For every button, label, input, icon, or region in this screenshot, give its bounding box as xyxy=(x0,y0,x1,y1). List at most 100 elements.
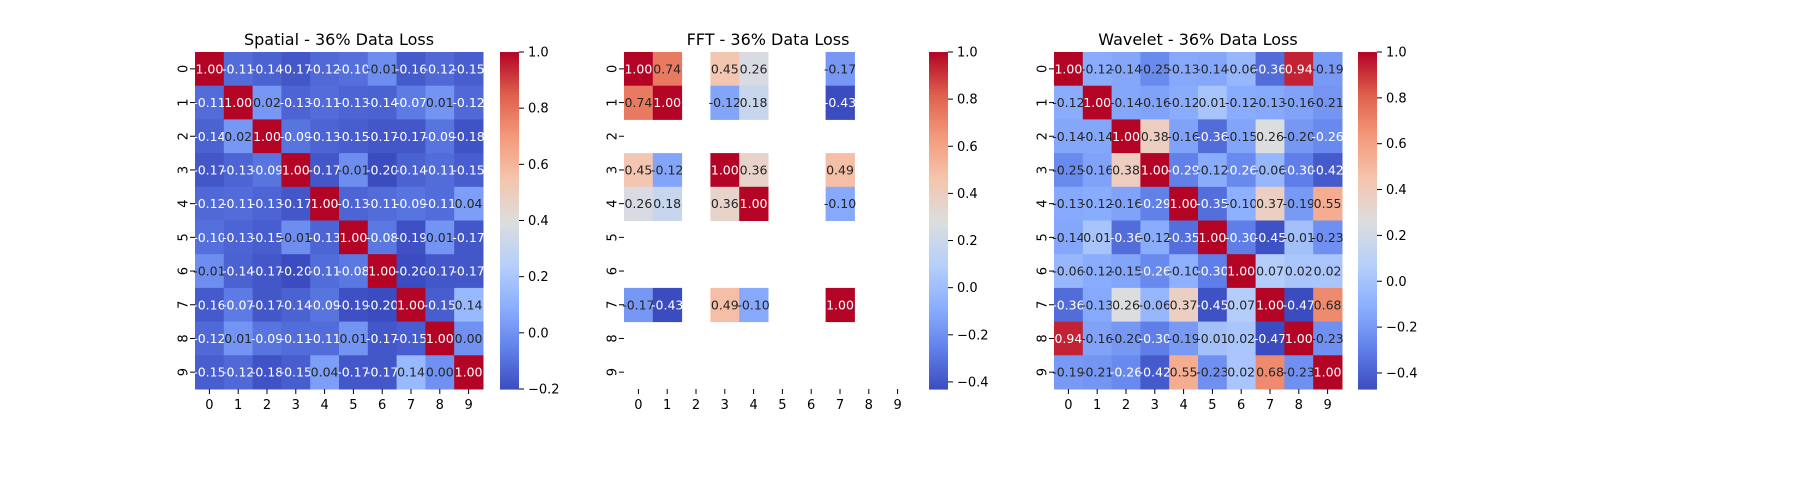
colorbar-segment xyxy=(1358,133,1377,137)
heatmap-cell xyxy=(396,220,426,255)
colorbar-segment xyxy=(500,282,519,286)
cell-value-label: 0.26 xyxy=(624,196,652,211)
colorbar-segment xyxy=(929,153,948,157)
cell-value-label: -0.09 xyxy=(251,162,283,177)
colorbar-segment xyxy=(929,226,948,230)
heatmap-cell xyxy=(223,220,254,255)
colorbar-segment xyxy=(1358,183,1377,188)
colorbar-segment xyxy=(1358,153,1377,157)
colorbar-segment xyxy=(500,290,519,295)
colorbar-segment xyxy=(929,338,948,342)
colorbar-segment xyxy=(1358,355,1377,359)
colorbar-segment xyxy=(500,54,519,59)
heatmap-cell xyxy=(1255,153,1285,188)
heatmap-cell xyxy=(310,355,340,390)
colorbar-segment xyxy=(1358,186,1377,191)
cell-value-label: 0.26 xyxy=(1256,129,1284,144)
colorbar-segment xyxy=(500,130,519,135)
colorbar-segment xyxy=(500,262,519,267)
heatmap-cell xyxy=(1054,287,1084,323)
cell-value-label: -0.09 xyxy=(424,129,456,144)
colorbar-segment xyxy=(1358,315,1377,320)
x-tick-label: 7 xyxy=(1266,398,1274,413)
cell-value-label: 0.04 xyxy=(455,196,483,211)
colorbar-segment xyxy=(500,85,519,90)
y-tick-label: 6 xyxy=(177,267,192,275)
heatmap-cell xyxy=(1140,355,1170,390)
heatmap-cell xyxy=(310,254,340,289)
colorbar-segment xyxy=(929,130,948,135)
cell-value-label: -0.14 xyxy=(222,264,254,279)
colorbar-segment xyxy=(929,355,948,359)
cell-value-label: -0.12 xyxy=(452,95,484,110)
colorbar-tick-label: 0.6 xyxy=(957,140,978,155)
cell-value-label: 1.00 xyxy=(339,230,367,245)
colorbar-segment xyxy=(500,248,519,252)
colorbar-segment xyxy=(500,71,519,76)
cell-value-label: -0.14 xyxy=(1052,129,1084,144)
colorbar-segment xyxy=(929,183,948,188)
y-tick-label: 5 xyxy=(606,233,621,241)
colorbar-segment xyxy=(1358,335,1377,340)
colorbar-segment xyxy=(500,324,519,328)
colorbar-segment xyxy=(500,169,519,174)
colorbar-segment xyxy=(1358,234,1377,238)
cell-value-label: -0.12 xyxy=(1225,95,1257,110)
heatmap-cell xyxy=(1054,52,1084,87)
heatmap-cell xyxy=(223,321,254,356)
colorbar-segment xyxy=(500,251,519,255)
x-tick-label: 4 xyxy=(320,398,328,413)
heatmap-cell xyxy=(310,52,340,87)
cell-value-label: 0.38 xyxy=(1112,162,1140,177)
colorbar-segment xyxy=(1358,254,1377,258)
colorbar-segment xyxy=(929,217,948,222)
colorbar-segment xyxy=(1358,66,1377,70)
heatmap-cell xyxy=(310,321,340,356)
x-tick-label: 2 xyxy=(1122,398,1130,413)
cell-value-label: -0.17 xyxy=(251,297,283,312)
y-tick-label: 1 xyxy=(606,98,621,106)
colorbar-segment xyxy=(929,102,948,106)
colorbar-segment xyxy=(500,77,519,81)
heatmap-cell xyxy=(252,186,282,221)
heatmap-cell xyxy=(1226,186,1257,221)
cell-value-label: -0.47 xyxy=(1283,297,1315,312)
colorbar-segment xyxy=(929,285,948,289)
colorbar-segment xyxy=(1358,127,1377,132)
colorbar-segment xyxy=(929,380,948,384)
colorbar-segment xyxy=(1358,54,1377,59)
cell-value-label: 1.00 xyxy=(1170,196,1198,211)
colorbar-segment xyxy=(929,293,948,297)
y-tick-label: 5 xyxy=(177,233,192,241)
colorbar-segment xyxy=(1358,71,1377,76)
cell-value-label: -0.16 xyxy=(1081,162,1113,177)
cell-value-label: 0.68 xyxy=(1256,365,1284,380)
colorbar-segment xyxy=(929,63,948,67)
cell-value-label: -0.19 xyxy=(1283,196,1315,211)
cell-value-label: 0.68 xyxy=(1314,297,1342,312)
colorbar-segment xyxy=(929,110,948,115)
colorbar-segment xyxy=(1358,110,1377,115)
heatmap-cell xyxy=(1111,52,1141,87)
colorbar-segment xyxy=(500,119,519,123)
cell-value-label: 0.37 xyxy=(1256,196,1284,211)
colorbar-segment xyxy=(500,374,519,379)
heatmap-cell xyxy=(1054,119,1084,154)
cell-value-label: -0.20 xyxy=(1110,331,1142,346)
colorbar-segment xyxy=(929,360,948,365)
colorbar-tick-label: 0.2 xyxy=(1386,229,1407,244)
heatmap-cell xyxy=(195,52,225,87)
heatmap-cell xyxy=(367,220,398,255)
colorbar-segment xyxy=(929,105,948,109)
colorbar-segment xyxy=(500,341,519,345)
colorbar-segment xyxy=(500,330,519,334)
heatmap-cell xyxy=(1054,153,1084,188)
colorbar-segment xyxy=(500,276,519,281)
heatmap-cell xyxy=(1226,321,1257,356)
colorbar-segment xyxy=(1358,296,1377,300)
colorbar-segment xyxy=(1358,88,1377,92)
colorbar-segment xyxy=(500,355,519,359)
cell-value-label: -0.11 xyxy=(424,162,456,177)
heatmap-cell xyxy=(310,85,340,120)
cell-value-label: -0.20 xyxy=(1283,129,1315,144)
